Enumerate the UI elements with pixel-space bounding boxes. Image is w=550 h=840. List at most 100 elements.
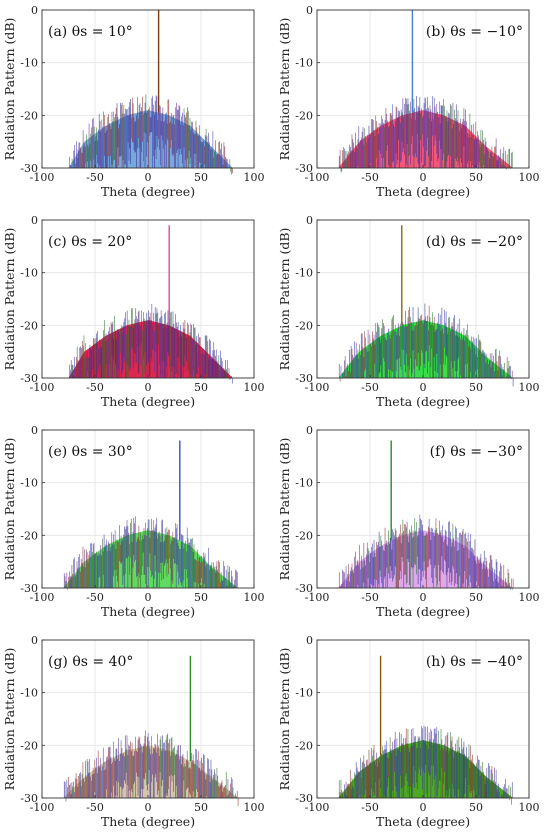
y-tick-label: -20 bbox=[20, 319, 38, 332]
y-tick-label: -20 bbox=[295, 739, 313, 752]
y-tick-label: -10 bbox=[295, 477, 313, 490]
y-tick-label: -30 bbox=[295, 582, 313, 595]
x-tick-label: 50 bbox=[469, 801, 483, 814]
panel-label: (h) θs = −40° bbox=[426, 654, 523, 670]
x-tick-label: 50 bbox=[194, 381, 208, 394]
pattern-trace bbox=[63, 516, 239, 590]
x-tick-label: 50 bbox=[469, 591, 483, 604]
y-axis-label: Radiation Pattern (dB) bbox=[2, 648, 17, 791]
x-tick-label: -100 bbox=[30, 171, 55, 184]
chart-panel: -100 -50 0 50 100 0 -10 -20 -30 Theta (degree) Rad… bbox=[0, 0, 275, 210]
y-tick-label: -10 bbox=[20, 267, 38, 280]
pattern-trace bbox=[338, 95, 514, 173]
y-tick-label: -30 bbox=[20, 792, 38, 805]
x-tick-label: 100 bbox=[519, 381, 540, 394]
chart-svg: -100 -50 0 50 100 0 -10 -20 -30 Theta (degree) Rad… bbox=[277, 214, 540, 409]
x-tick-label: -50 bbox=[361, 171, 379, 184]
chart-svg: -100 -50 0 50 100 0 -10 -20 -30 Theta (degree) Rad… bbox=[277, 4, 540, 199]
y-tick-label: -30 bbox=[20, 162, 38, 175]
y-axis-label: Radiation Pattern (dB) bbox=[277, 648, 292, 791]
x-tick-label: -100 bbox=[305, 591, 330, 604]
y-tick-label: -20 bbox=[295, 529, 313, 542]
y-tick-label: -20 bbox=[20, 529, 38, 542]
x-tick-label: -100 bbox=[305, 801, 330, 814]
x-axis-label: Theta (degree) bbox=[101, 394, 195, 409]
panel-label: (d) θs = −20° bbox=[426, 234, 523, 250]
x-tick-label: 0 bbox=[145, 591, 152, 604]
y-tick-label: 0 bbox=[306, 424, 313, 437]
y-axis-label: Radiation Pattern (dB) bbox=[277, 438, 292, 581]
x-axis-label: Theta (degree) bbox=[101, 184, 195, 199]
x-tick-label: 100 bbox=[244, 801, 265, 814]
y-tick-label: -30 bbox=[295, 372, 313, 385]
y-tick-label: -10 bbox=[20, 57, 38, 70]
y-axis-label: Radiation Pattern (dB) bbox=[277, 228, 292, 371]
x-tick-label: 100 bbox=[244, 171, 265, 184]
chart-panel: -100 -50 0 50 100 0 -10 -20 -30 Theta (degree) Rad… bbox=[0, 420, 275, 630]
y-tick-label: 0 bbox=[31, 634, 38, 647]
y-tick-label: -10 bbox=[20, 687, 38, 700]
y-tick-label: 0 bbox=[31, 214, 38, 227]
y-tick-label: -20 bbox=[295, 319, 313, 332]
panel-label: (b) θs = −10° bbox=[426, 24, 523, 40]
x-tick-label: -50 bbox=[361, 801, 379, 814]
chart-panel: -100 -50 0 50 100 0 -10 -20 -30 Theta (degree) Rad… bbox=[275, 420, 550, 630]
panel-label: (c) θs = 20° bbox=[48, 234, 132, 250]
x-axis-label: Theta (degree) bbox=[376, 814, 470, 829]
x-tick-label: -50 bbox=[86, 381, 104, 394]
chart-panel: -100 -50 0 50 100 0 -10 -20 -30 Theta (degree) Rad… bbox=[275, 210, 550, 420]
pattern-trace bbox=[69, 94, 233, 175]
y-tick-label: -30 bbox=[295, 162, 313, 175]
y-tick-label: -30 bbox=[20, 372, 38, 385]
chart-svg: -100 -50 0 50 100 0 -10 -20 -30 Theta (degree) Rad… bbox=[2, 214, 265, 409]
y-tick-label: 0 bbox=[306, 634, 313, 647]
pattern-trace bbox=[338, 725, 514, 805]
x-axis-label: Theta (degree) bbox=[101, 814, 195, 829]
y-tick-label: 0 bbox=[306, 214, 313, 227]
x-tick-label: -50 bbox=[361, 591, 379, 604]
chart-svg: -100 -50 0 50 100 0 -10 -20 -30 Theta (degree) Rad… bbox=[2, 634, 265, 829]
x-tick-label: 50 bbox=[469, 171, 483, 184]
x-axis-label: Theta (degree) bbox=[101, 604, 195, 619]
chart-panel: -100 -50 0 50 100 0 -10 -20 -30 Theta (degree) Rad… bbox=[0, 210, 275, 420]
chart-svg: -100 -50 0 50 100 0 -10 -20 -30 Theta (degree) Rad… bbox=[2, 424, 265, 619]
x-axis-label: Theta (degree) bbox=[376, 604, 470, 619]
x-axis-label: Theta (degree) bbox=[376, 394, 470, 409]
panel-label: (g) θs = 40° bbox=[48, 654, 133, 670]
x-tick-label: -50 bbox=[361, 381, 379, 394]
x-tick-label: 100 bbox=[519, 801, 540, 814]
x-tick-label: 100 bbox=[519, 171, 540, 184]
y-tick-label: -30 bbox=[295, 792, 313, 805]
pattern-trace bbox=[338, 514, 514, 590]
x-tick-label: -100 bbox=[305, 171, 330, 184]
x-tick-label: -100 bbox=[30, 381, 55, 394]
panel-label: (f) θs = −30° bbox=[430, 444, 523, 460]
y-tick-label: -10 bbox=[295, 687, 313, 700]
y-tick-label: 0 bbox=[31, 4, 38, 17]
y-tick-label: -20 bbox=[20, 739, 38, 752]
x-tick-label: -100 bbox=[30, 591, 55, 604]
x-tick-label: -50 bbox=[86, 591, 104, 604]
chart-panel: -100 -50 0 50 100 0 -10 -20 -30 Theta (degree) Rad… bbox=[0, 630, 275, 840]
x-tick-label: -100 bbox=[305, 381, 330, 394]
panel-label: (e) θs = 30° bbox=[48, 444, 133, 460]
pattern-trace bbox=[338, 303, 514, 387]
x-tick-label: 0 bbox=[420, 381, 427, 394]
x-tick-label: 50 bbox=[469, 381, 483, 394]
chart-svg: -100 -50 0 50 100 0 -10 -20 -30 Theta (degree) Rad… bbox=[2, 4, 265, 199]
x-tick-label: 0 bbox=[145, 801, 152, 814]
y-axis-label: Radiation Pattern (dB) bbox=[2, 438, 17, 581]
y-tick-label: -20 bbox=[20, 109, 38, 122]
pattern-trace bbox=[63, 730, 239, 807]
y-axis-label: Radiation Pattern (dB) bbox=[2, 228, 17, 371]
panel-label: (a) θs = 10° bbox=[48, 24, 133, 40]
x-tick-label: 50 bbox=[194, 801, 208, 814]
chart-svg: -100 -50 0 50 100 0 -10 -20 -30 Theta (degree) Rad… bbox=[277, 634, 540, 829]
x-tick-label: 100 bbox=[519, 591, 540, 604]
x-tick-label: -50 bbox=[86, 801, 104, 814]
y-axis-label: Radiation Pattern (dB) bbox=[277, 18, 292, 161]
y-tick-label: -10 bbox=[295, 267, 313, 280]
y-tick-label: 0 bbox=[31, 424, 38, 437]
x-tick-label: 0 bbox=[420, 171, 427, 184]
